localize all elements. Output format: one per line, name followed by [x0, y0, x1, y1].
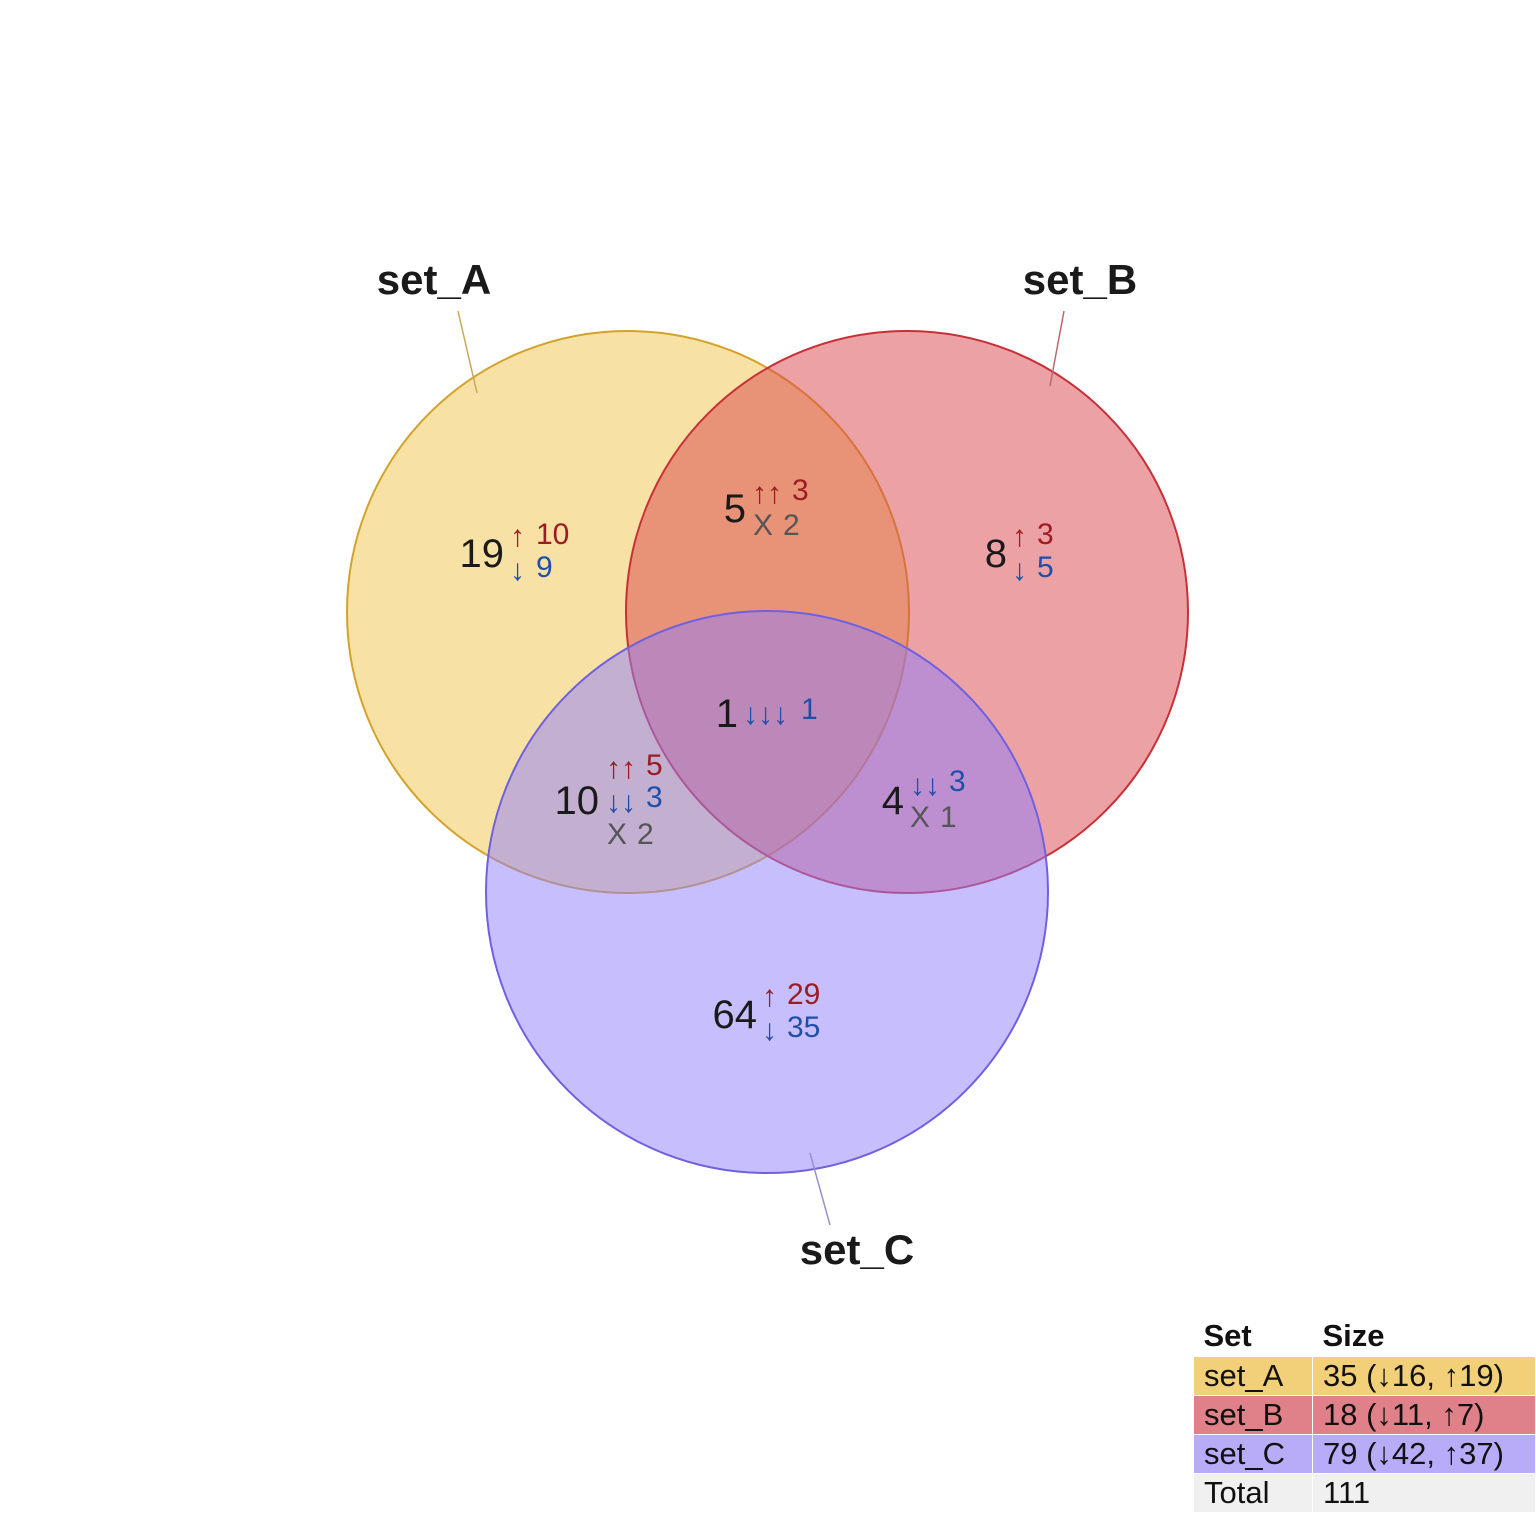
region-a-only-up-value: 10	[536, 518, 569, 551]
legend-table: Set Size set_A 35 (↓16, ↑19) set_B 18 (↓…	[1193, 1316, 1536, 1513]
region-b-only-up-value: 3	[1037, 518, 1054, 551]
legend-cell-set: set_B	[1193, 1395, 1313, 1435]
region-ac-up-arrows: ↑↑	[606, 752, 636, 785]
region-ab-mixed-value: 2	[783, 509, 800, 542]
region-b-only-down-arrows: ↓	[1012, 554, 1027, 587]
set-a-leader-line	[457, 310, 478, 394]
legend-row-set-c: set_C 79 (↓42, ↑37)	[1193, 1434, 1536, 1474]
region-a-only-down-arrows: ↓	[510, 554, 525, 587]
region-ac-down-value: 3	[646, 781, 663, 814]
legend-cell-size: 111	[1312, 1473, 1536, 1513]
legend-header-set: Set	[1203, 1318, 1252, 1353]
region-c-only-up-arrows: ↑	[762, 980, 777, 1013]
region-c-only-down-arrows: ↓	[762, 1014, 777, 1047]
region-bc-count: 4	[882, 779, 904, 823]
legend-cell-set: Total	[1193, 1473, 1313, 1513]
region-abc: 1 ↓↓↓ 1	[716, 692, 818, 736]
legend-row-set-b: set_B 18 (↓11, ↑7)	[1193, 1395, 1536, 1435]
legend-cell-set: set_A	[1193, 1356, 1313, 1396]
region-a-only: 19 ↑ 10 ↓ 9	[460, 518, 570, 587]
legend-cell-size: 35 (↓16, ↑19)	[1312, 1356, 1536, 1396]
legend-cell-size: 18 (↓11, ↑7)	[1312, 1395, 1536, 1435]
region-abc-down-arrows: ↓↓↓	[743, 698, 788, 731]
region-b-only-count: 8	[985, 532, 1007, 576]
region-bc: 4 ↓↓ 3 X 1	[882, 765, 966, 834]
region-ac-down-arrows: ↓↓	[606, 786, 636, 819]
region-bc-mixed-symbol: X	[910, 801, 930, 834]
region-c-only-down-value: 35	[787, 1011, 820, 1044]
region-bc-down-arrows: ↓↓	[910, 769, 940, 802]
region-abc-count: 1	[716, 692, 738, 736]
region-a-only-count: 19	[460, 532, 505, 576]
region-a-only-up-arrows: ↑	[510, 520, 525, 553]
legend-header-row: Set Size	[1194, 1316, 1536, 1357]
region-ac-count: 10	[555, 779, 600, 823]
legend-cell-size: 79 (↓42, ↑37)	[1312, 1434, 1536, 1474]
region-ab: 5 ↑↑ 3 X 2	[724, 474, 809, 542]
region-bc-down-value: 3	[949, 765, 966, 798]
region-bc-mixed-value: 1	[940, 801, 957, 834]
set-b-leader-line	[1049, 310, 1065, 387]
region-ab-up-arrows: ↑↑	[752, 477, 782, 510]
region-b-only: 8 ↑ 3 ↓ 5	[985, 518, 1054, 587]
region-c-only-up-value: 29	[787, 978, 820, 1011]
legend-header-size: Size	[1322, 1318, 1385, 1353]
region-ab-up-value: 3	[792, 474, 809, 507]
set-c-leader-line	[809, 1152, 831, 1226]
region-ac-mixed-symbol: X	[607, 818, 627, 851]
set-c-circle	[485, 610, 1049, 1174]
region-c-only: 64 ↑ 29 ↓ 35	[713, 978, 821, 1047]
region-ac-up-value: 5	[646, 749, 663, 782]
set-b-label: set_B	[1023, 256, 1137, 303]
region-ab-count: 5	[724, 487, 746, 531]
region-ac-mixed-value: 2	[637, 818, 654, 851]
region-abc-down-value: 1	[801, 693, 818, 726]
region-c-only-count: 64	[713, 993, 758, 1037]
legend-row-total: Total 111	[1193, 1473, 1536, 1513]
region-b-only-up-arrows: ↑	[1012, 520, 1027, 553]
set-c-label: set_C	[800, 1226, 914, 1273]
region-b-only-down-value: 5	[1037, 551, 1054, 584]
set-a-label: set_A	[377, 256, 491, 303]
legend-row-set-a: set_A 35 (↓16, ↑19)	[1193, 1356, 1536, 1396]
region-ab-mixed-symbol: X	[753, 509, 773, 542]
region-ac: 10 ↑↑ 5 ↓↓ 3 X 2	[555, 749, 663, 851]
region-a-only-down-value: 9	[536, 551, 553, 584]
legend-cell-set: set_C	[1193, 1434, 1313, 1474]
